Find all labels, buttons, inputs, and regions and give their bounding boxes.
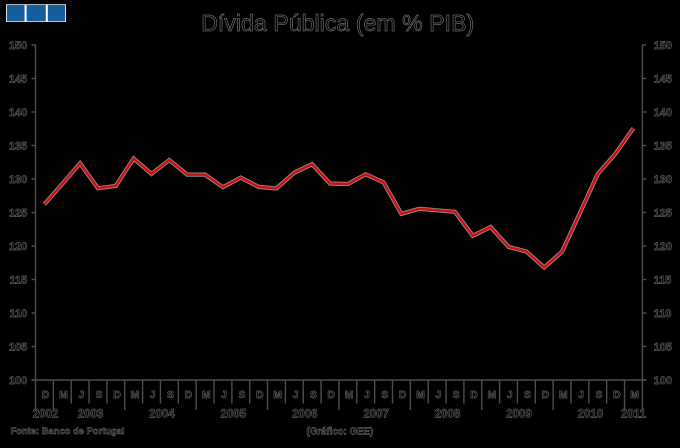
svg-text:150: 150 bbox=[9, 40, 27, 52]
svg-text:M: M bbox=[487, 389, 496, 401]
svg-text:J: J bbox=[364, 389, 370, 401]
svg-text:100: 100 bbox=[9, 375, 27, 387]
svg-text:J: J bbox=[293, 389, 299, 401]
svg-text:105: 105 bbox=[9, 342, 27, 354]
svg-text:J: J bbox=[221, 389, 227, 401]
svg-text:(Gráfico: GEE): (Gráfico: GEE) bbox=[307, 426, 374, 437]
svg-text:S: S bbox=[238, 389, 245, 401]
svg-text:D: D bbox=[613, 389, 621, 401]
svg-text:2011: 2011 bbox=[621, 408, 647, 420]
svg-text:D: D bbox=[542, 389, 550, 401]
svg-text:J: J bbox=[78, 389, 84, 401]
svg-text:145: 145 bbox=[654, 74, 672, 86]
svg-text:115: 115 bbox=[10, 275, 28, 287]
svg-text:M: M bbox=[345, 389, 354, 401]
svg-text:135: 135 bbox=[654, 141, 672, 153]
svg-text:M: M bbox=[130, 389, 139, 401]
svg-text:J: J bbox=[578, 389, 584, 401]
svg-text:105: 105 bbox=[654, 342, 672, 354]
svg-text:M: M bbox=[630, 389, 639, 401]
svg-text:2002: 2002 bbox=[33, 408, 59, 420]
svg-text:S: S bbox=[453, 389, 460, 401]
svg-text:S: S bbox=[96, 389, 103, 401]
svg-text:125: 125 bbox=[9, 208, 27, 220]
svg-text:150: 150 bbox=[654, 40, 672, 52]
svg-text:140: 140 bbox=[654, 107, 672, 119]
svg-text:M: M bbox=[273, 389, 282, 401]
svg-text:120: 120 bbox=[654, 241, 672, 253]
svg-text:130: 130 bbox=[9, 174, 27, 186]
svg-text:S: S bbox=[524, 389, 531, 401]
svg-text:D: D bbox=[113, 389, 121, 401]
svg-text:M: M bbox=[559, 389, 568, 401]
svg-text:Fonte: Banco de Portugal: Fonte: Banco de Portugal bbox=[11, 425, 125, 436]
svg-text:140: 140 bbox=[9, 107, 27, 119]
svg-text:100: 100 bbox=[654, 375, 672, 387]
svg-text:2006: 2006 bbox=[292, 408, 318, 420]
svg-text:2005: 2005 bbox=[221, 408, 247, 420]
svg-text:S: S bbox=[381, 389, 388, 401]
svg-text:D: D bbox=[327, 389, 335, 401]
svg-text:130: 130 bbox=[654, 174, 672, 186]
svg-text:145: 145 bbox=[9, 74, 27, 86]
svg-text:110: 110 bbox=[654, 308, 672, 320]
svg-text:S: S bbox=[167, 389, 174, 401]
svg-text:M: M bbox=[202, 389, 211, 401]
svg-text:Dívida Pública (em % PIB): Dívida Pública (em % PIB) bbox=[201, 10, 474, 36]
svg-text:M: M bbox=[59, 389, 68, 401]
svg-text:D: D bbox=[185, 389, 193, 401]
svg-text:2010: 2010 bbox=[578, 408, 604, 420]
svg-text:D: D bbox=[256, 389, 264, 401]
svg-text:J: J bbox=[435, 389, 441, 401]
svg-text:2008: 2008 bbox=[435, 408, 461, 420]
svg-text:115: 115 bbox=[654, 275, 672, 287]
svg-text:2007: 2007 bbox=[363, 408, 389, 420]
svg-text:J: J bbox=[507, 389, 513, 401]
svg-text:2009: 2009 bbox=[506, 408, 532, 420]
svg-text:120: 120 bbox=[9, 241, 27, 253]
svg-text:D: D bbox=[470, 389, 478, 401]
svg-text:D: D bbox=[42, 389, 50, 401]
svg-text:S: S bbox=[310, 389, 317, 401]
svg-text:2004: 2004 bbox=[149, 408, 175, 420]
svg-text:S: S bbox=[595, 389, 602, 401]
svg-text:D: D bbox=[399, 389, 407, 401]
svg-text:135: 135 bbox=[9, 141, 27, 153]
svg-text:2003: 2003 bbox=[78, 408, 104, 420]
svg-text:J: J bbox=[150, 389, 156, 401]
svg-text:110: 110 bbox=[10, 308, 28, 320]
svg-text:M: M bbox=[416, 389, 425, 401]
svg-text:125: 125 bbox=[654, 208, 672, 220]
